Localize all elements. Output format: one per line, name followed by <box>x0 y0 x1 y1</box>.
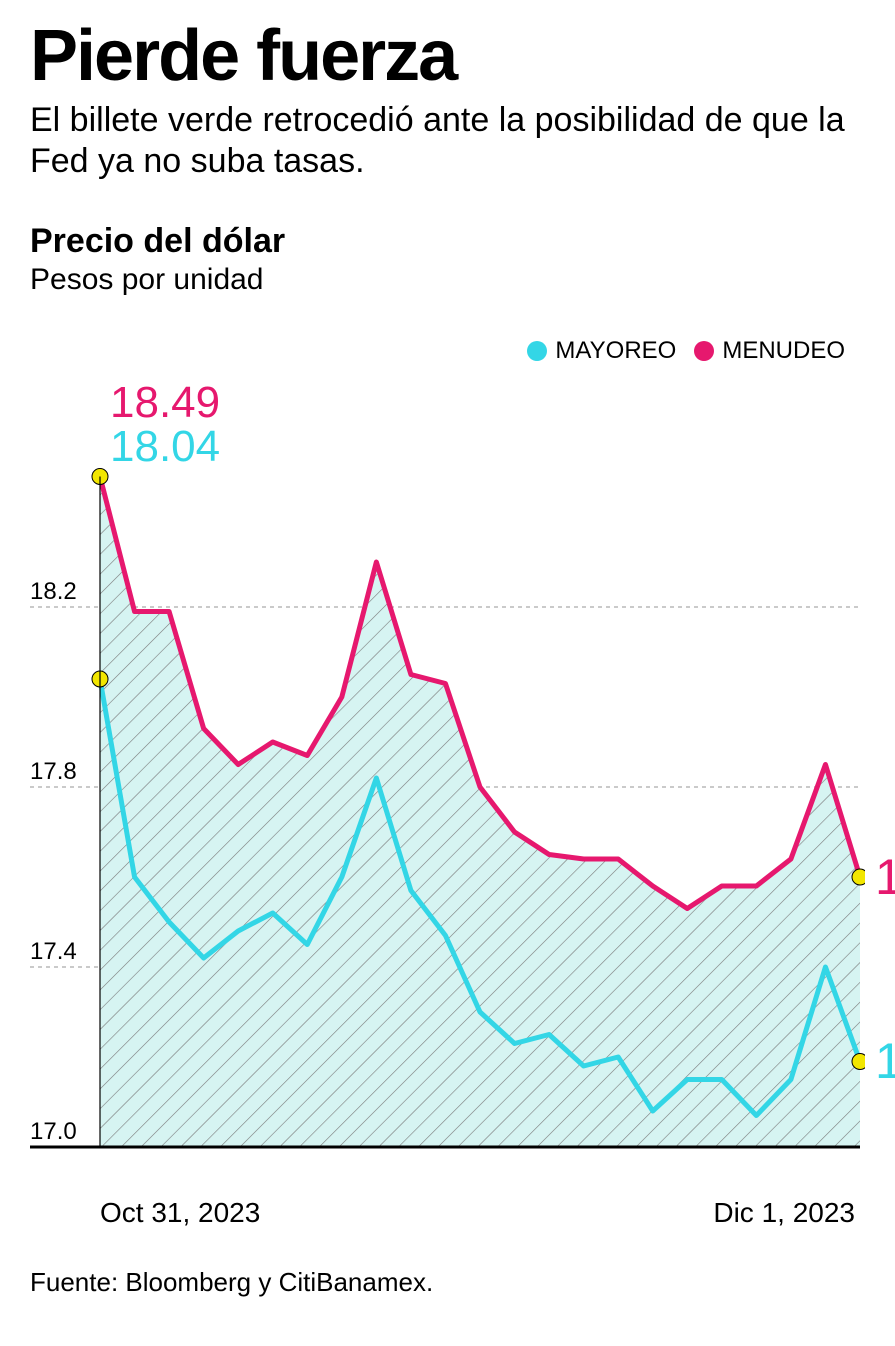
start-label-menudeo: 18.49 <box>110 381 220 425</box>
legend-item-mayoreo: MAYOREO <box>527 337 676 365</box>
svg-text:17.4: 17.4 <box>30 938 77 965</box>
end-label-menudeo: 17.60 <box>875 852 895 902</box>
legend-item-menudeo: MENUDEO <box>694 337 845 365</box>
legend-label-mayoreo: MAYOREO <box>555 337 676 365</box>
x-label-end: Dic 1, 2023 <box>713 1197 855 1229</box>
chart-container: MAYOREO MENUDEO 18.49 18.04 17.0 17.4 17.8… <box>30 327 865 1187</box>
subhead: El billete verde retrocedió ante la posi… <box>30 100 865 182</box>
source-text: Fuente: Bloomberg y CitiBanamex. <box>30 1267 865 1298</box>
headline: Pierde fuerza <box>30 20 865 92</box>
chart-subtitle: Pesos por unidad <box>30 263 865 297</box>
legend-dot-menudeo <box>694 341 714 361</box>
legend-label-menudeo: MENUDEO <box>722 337 845 365</box>
legend-dot-mayoreo <box>527 341 547 361</box>
svg-text:18.2: 18.2 <box>30 578 77 605</box>
chart-title: Precio del dólar <box>30 222 865 261</box>
svg-text:17.0: 17.0 <box>30 1118 77 1145</box>
svg-text:17.8: 17.8 <box>30 758 77 785</box>
start-value-labels: 18.49 18.04 <box>110 381 220 469</box>
chart-legend: MAYOREO MENUDEO <box>527 337 845 365</box>
end-label-mayoreo: 17.19 <box>875 1036 895 1086</box>
x-label-start: Oct 31, 2023 <box>100 1197 260 1229</box>
start-label-mayoreo: 18.04 <box>110 425 220 469</box>
